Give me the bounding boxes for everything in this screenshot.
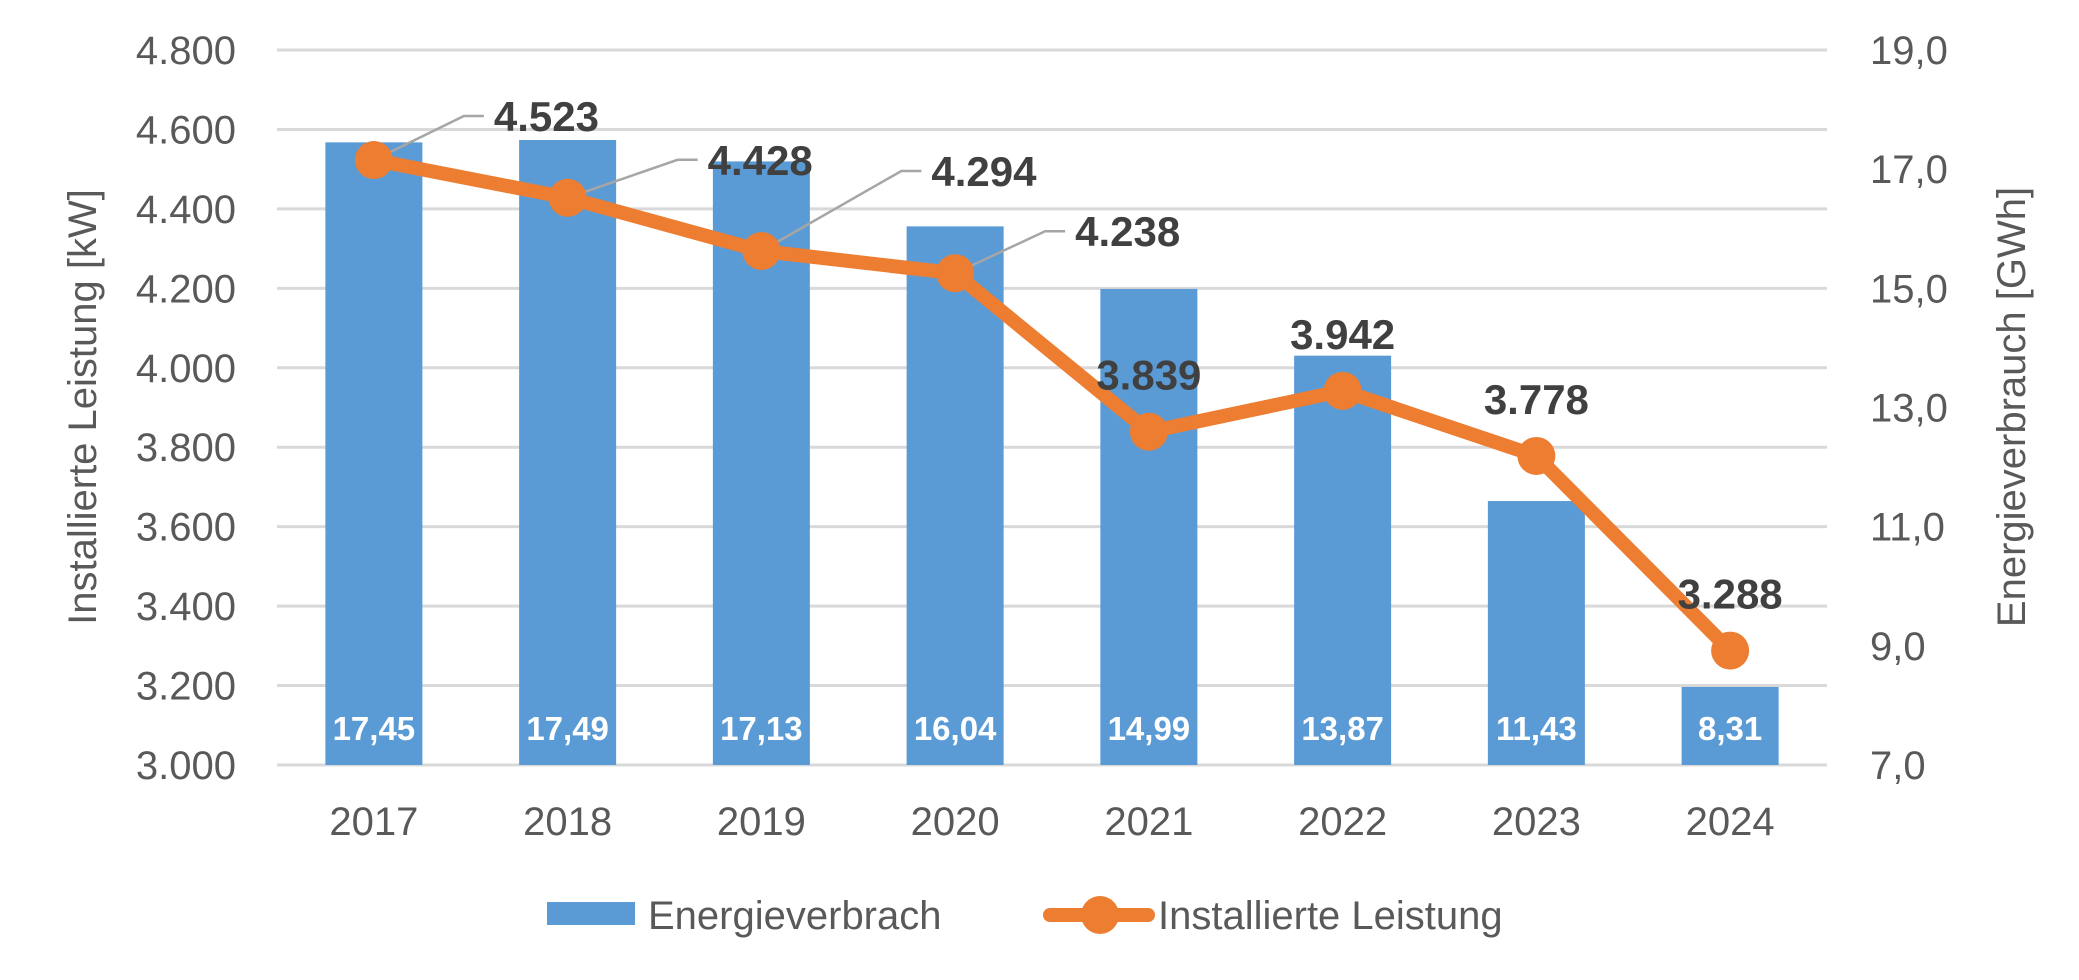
line-data-label: 4.523	[494, 93, 599, 140]
leader-lines	[373, 114, 1066, 275]
left-tick-label: 4.800	[136, 29, 236, 73]
left-tick-label: 3.800	[136, 426, 236, 470]
line-point	[742, 231, 781, 270]
x-tick-label: 2024	[1686, 800, 1775, 844]
x-tick-label: 2021	[1104, 800, 1193, 844]
bar-data-label: 14,99	[1108, 710, 1191, 747]
line-data-label: 4.238	[1075, 208, 1180, 255]
bar	[1681, 686, 1779, 765]
bar-data-label: 8,31	[1698, 710, 1762, 747]
line-data-label: 3.839	[1096, 352, 1201, 399]
right-tick-label: 11,0	[1870, 506, 1945, 550]
x-tick-label: 2023	[1492, 800, 1581, 844]
line-point	[936, 254, 975, 293]
legend-item-energieverbrauch[interactable]: Energieverbrach	[547, 894, 942, 938]
gridlines	[277, 48, 1827, 767]
legend-label-installierte-leistung: Installierte Leistung	[1158, 894, 1503, 938]
leader-line	[567, 158, 698, 199]
line-data-label: 3.288	[1678, 571, 1783, 618]
right-tick-label: 7,0	[1870, 744, 1926, 788]
leader-line	[373, 114, 484, 162]
x-tick-label: 2018	[523, 800, 612, 844]
legend-item-installierte-leistung[interactable]: Installierte Leistung	[1043, 894, 1503, 938]
right-tick-label: 9,0	[1870, 625, 1926, 669]
x-tick-label: 2020	[911, 800, 1000, 844]
right-tick-label: 19,0	[1870, 29, 1948, 73]
bar-data-label: 16,04	[914, 710, 997, 747]
bar-data-label: 17,13	[720, 710, 803, 747]
line-point	[1711, 631, 1750, 670]
left-axis-title: Installierte Leistung [kW]	[61, 189, 105, 625]
bar-data-label: 13,87	[1301, 710, 1384, 747]
legend-label-energieverbrauch: Energieverbrach	[648, 894, 942, 938]
line-data-label: 4.428	[708, 137, 813, 184]
bar	[1294, 355, 1392, 765]
data-labels: 17,45 17,49 17,13 16,04 14,99 13,87 11,43 8,31 4…	[333, 93, 1783, 747]
right-tick-label: 13,0	[1870, 387, 1948, 431]
bar-data-label: 11,43	[1496, 710, 1577, 747]
leader-line	[760, 169, 922, 253]
left-tick-label: 4.600	[136, 108, 236, 152]
line-data-label: 3.942	[1290, 311, 1395, 358]
bar-data-label: 17,45	[333, 710, 416, 747]
x-tick-label: 2022	[1298, 800, 1387, 844]
bar	[1487, 501, 1585, 765]
left-tick-label: 4.200	[136, 267, 236, 311]
series-line	[372, 153, 1736, 656]
line-series-installierte-leistung	[354, 141, 1750, 670]
left-tick-label: 3.000	[136, 744, 236, 788]
right-axis-title: Energieverbrauch [GWh]	[1990, 187, 2034, 627]
legend-swatch-bar	[547, 902, 635, 925]
legend-swatch-marker	[1081, 896, 1119, 934]
line-point	[548, 178, 587, 217]
left-tick-label: 3.200	[136, 665, 236, 709]
left-tick-label: 4.000	[136, 347, 236, 391]
right-tick-label: 15,0	[1870, 267, 1948, 311]
bar	[519, 139, 617, 766]
legend: Energieverbrach Installierte Leistung	[547, 894, 1503, 938]
x-tick-label: 2017	[329, 800, 418, 844]
line-point	[1129, 412, 1168, 451]
bar	[325, 142, 423, 765]
line-data-label: 3.778	[1484, 376, 1589, 423]
left-tick-label: 3.600	[136, 506, 236, 550]
leader-line	[954, 229, 1066, 275]
bar	[1100, 288, 1198, 765]
bar	[906, 226, 1004, 765]
bar-data-label: 17,49	[526, 710, 609, 747]
axes: Installierte Leistung [kW] Energieverbra…	[61, 29, 2034, 844]
line-data-label: 4.294	[931, 148, 1037, 195]
line-point	[1517, 436, 1556, 475]
line-point	[354, 141, 393, 180]
right-tick-label: 17,0	[1870, 148, 1948, 192]
left-tick-label: 3.400	[136, 585, 236, 629]
bar-series-energieverbrauch	[325, 139, 1779, 766]
x-tick-label: 2019	[717, 800, 806, 844]
left-tick-label: 4.400	[136, 188, 236, 232]
line-point	[1323, 371, 1362, 410]
